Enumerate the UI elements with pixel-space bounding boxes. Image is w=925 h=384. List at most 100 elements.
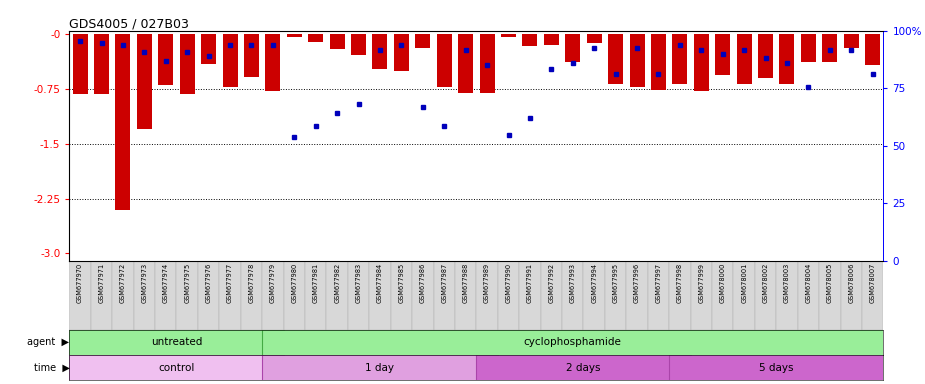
Bar [91, 261, 112, 329]
Bar [586, 35, 601, 43]
Text: 1 day: 1 day [365, 362, 394, 372]
Text: GSM678000: GSM678000 [720, 263, 726, 303]
Text: GSM677993: GSM677993 [570, 263, 575, 303]
Bar [565, 35, 580, 62]
Bar [133, 261, 155, 329]
Text: GSM677999: GSM677999 [698, 263, 704, 303]
Bar [437, 35, 451, 87]
Text: GSM677979: GSM677979 [270, 263, 276, 303]
Bar [822, 35, 837, 62]
Text: GSM678003: GSM678003 [784, 263, 790, 303]
Bar [327, 261, 348, 329]
Bar [669, 355, 883, 380]
Bar [434, 261, 455, 329]
Bar [672, 35, 687, 84]
Text: GDS4005 / 027B03: GDS4005 / 027B03 [69, 18, 190, 31]
Bar [626, 261, 647, 329]
Bar [476, 355, 691, 380]
Bar [305, 261, 327, 329]
Text: GSM678004: GSM678004 [806, 263, 811, 303]
Bar [544, 35, 559, 45]
Bar [198, 261, 219, 329]
Bar [219, 261, 240, 329]
Bar [287, 35, 302, 37]
Text: GSM677984: GSM677984 [377, 263, 383, 303]
Text: cyclophosphamide: cyclophosphamide [524, 337, 622, 347]
Bar [244, 35, 259, 77]
Bar [584, 261, 605, 329]
Bar [69, 329, 284, 355]
Bar [265, 35, 280, 91]
Text: GSM677970: GSM677970 [77, 263, 83, 303]
Bar [308, 35, 323, 42]
Text: GSM678007: GSM678007 [870, 263, 876, 303]
Text: untreated: untreated [151, 337, 203, 347]
Bar [177, 261, 198, 329]
Bar [179, 35, 194, 94]
Bar [712, 261, 734, 329]
Bar [669, 261, 691, 329]
Bar [262, 329, 883, 355]
Text: control: control [158, 362, 194, 372]
Text: GSM678002: GSM678002 [762, 263, 769, 303]
Bar [755, 261, 776, 329]
Text: GSM678001: GSM678001 [741, 263, 747, 303]
Bar [862, 261, 883, 329]
Bar [390, 261, 413, 329]
Bar [455, 261, 476, 329]
Bar [776, 261, 797, 329]
Bar [540, 261, 562, 329]
Text: GSM677988: GSM677988 [462, 263, 469, 303]
Bar [736, 35, 752, 84]
Bar [415, 35, 430, 48]
Bar [519, 261, 540, 329]
Text: GSM677990: GSM677990 [505, 263, 512, 303]
Text: GSM677996: GSM677996 [634, 263, 640, 303]
Bar [801, 35, 816, 62]
Text: GSM677987: GSM677987 [441, 263, 448, 303]
Bar [262, 355, 498, 380]
Text: GSM677997: GSM677997 [656, 263, 661, 303]
Bar [458, 35, 474, 93]
Bar [223, 35, 238, 87]
Bar [841, 261, 862, 329]
Bar [844, 35, 858, 48]
Text: GSM677975: GSM677975 [184, 263, 191, 303]
Bar [155, 261, 177, 329]
Text: time  ▶: time ▶ [33, 362, 69, 372]
Bar [373, 35, 388, 70]
Text: GSM677985: GSM677985 [399, 263, 404, 303]
Bar [820, 261, 841, 329]
Bar [648, 261, 669, 329]
Text: GSM677994: GSM677994 [591, 263, 598, 303]
Text: GSM677995: GSM677995 [612, 263, 619, 303]
Text: GSM677973: GSM677973 [142, 263, 147, 303]
Text: GSM677983: GSM677983 [355, 263, 362, 303]
Text: GSM677974: GSM677974 [163, 263, 168, 303]
Bar [369, 261, 390, 329]
Bar [394, 35, 409, 71]
Bar [780, 35, 795, 84]
Bar [476, 261, 498, 329]
Bar [501, 35, 516, 37]
Text: GSM677971: GSM677971 [98, 263, 105, 303]
Bar [562, 261, 584, 329]
Text: GSM677998: GSM677998 [677, 263, 683, 303]
Bar [201, 35, 216, 64]
Bar [865, 35, 881, 65]
Bar [158, 35, 173, 86]
Text: GSM677986: GSM677986 [420, 263, 426, 303]
Text: GSM677989: GSM677989 [484, 263, 490, 303]
Bar [734, 261, 755, 329]
Text: GSM677978: GSM677978 [249, 263, 254, 303]
Bar [479, 35, 495, 93]
Bar [608, 35, 623, 84]
Text: GSM677982: GSM677982 [334, 263, 340, 303]
Bar [691, 261, 712, 329]
Bar [694, 35, 709, 91]
Text: GSM677992: GSM677992 [549, 263, 554, 303]
Text: GSM678005: GSM678005 [827, 263, 832, 303]
Bar [94, 35, 109, 94]
Bar [112, 261, 133, 329]
Text: 5 days: 5 days [759, 362, 794, 372]
